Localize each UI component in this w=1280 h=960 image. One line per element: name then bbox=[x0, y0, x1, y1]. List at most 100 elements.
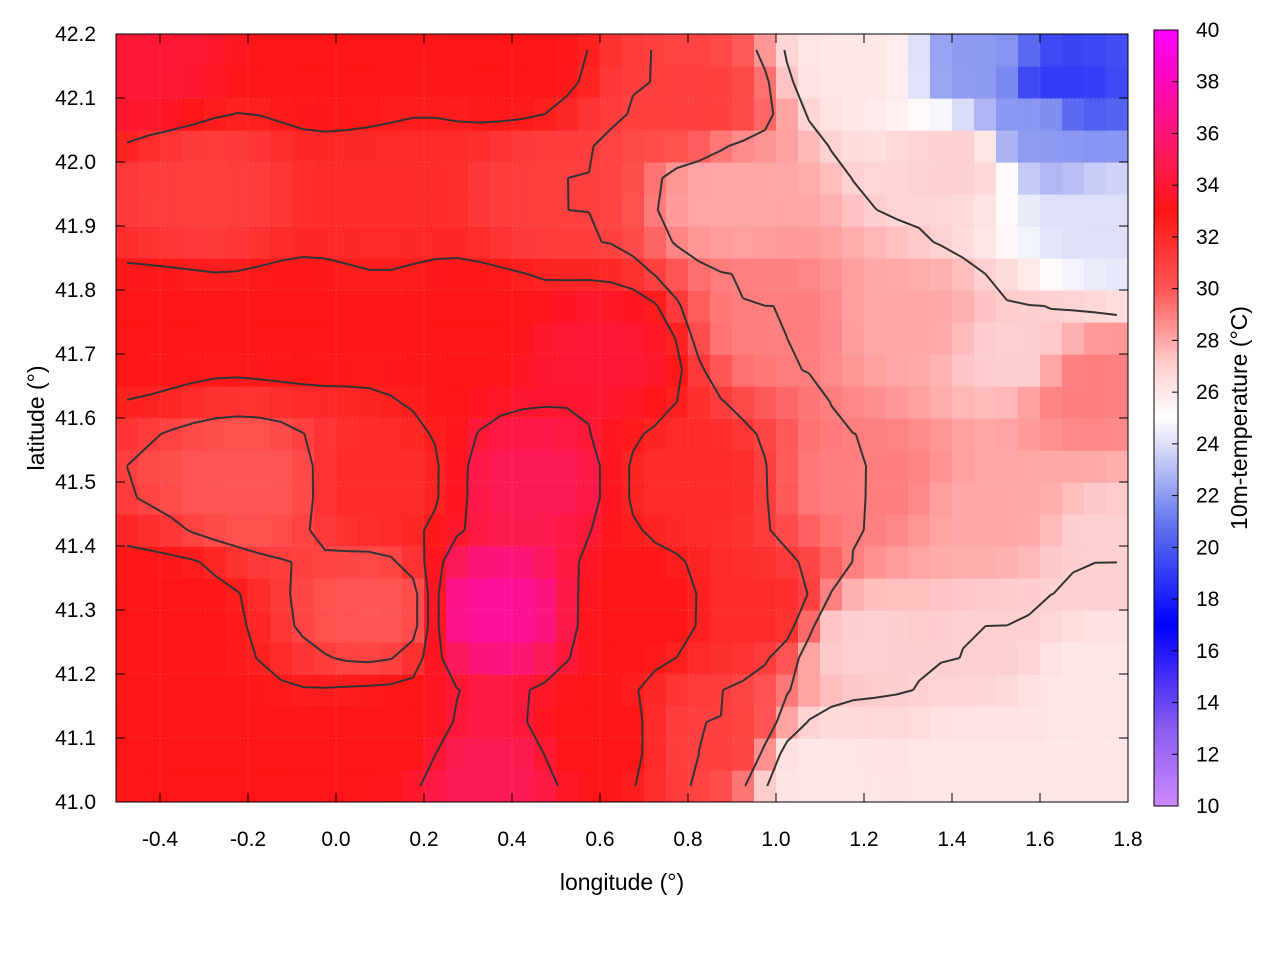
heat-cell bbox=[952, 130, 975, 163]
heat-cell bbox=[1040, 706, 1063, 739]
heat-cell bbox=[556, 66, 579, 99]
heat-cell bbox=[732, 450, 755, 483]
heat-cell bbox=[600, 354, 623, 387]
heat-cell bbox=[292, 514, 315, 547]
heat-cell bbox=[226, 34, 249, 67]
heat-cell bbox=[710, 738, 733, 771]
heat-cell bbox=[116, 258, 139, 291]
heat-cell bbox=[556, 130, 579, 163]
heat-cell bbox=[512, 418, 535, 451]
heat-cell bbox=[578, 34, 601, 67]
heat-cell bbox=[1106, 706, 1128, 739]
heat-cell bbox=[160, 66, 183, 99]
heat-cell bbox=[1040, 258, 1063, 291]
heat-cell bbox=[952, 706, 975, 739]
heat-cell bbox=[292, 706, 315, 739]
heat-cell bbox=[160, 258, 183, 291]
heat-cell bbox=[292, 578, 315, 611]
heat-cell bbox=[1040, 450, 1063, 483]
heat-cell bbox=[116, 706, 139, 739]
heat-cell bbox=[1062, 642, 1085, 675]
heat-cell bbox=[908, 322, 931, 355]
heat-cell bbox=[820, 66, 843, 99]
heat-cell bbox=[490, 258, 513, 291]
heat-cell bbox=[138, 546, 161, 579]
heat-cell bbox=[996, 194, 1019, 227]
y-tick-label: 42.1 bbox=[55, 87, 96, 110]
heat-cell bbox=[842, 578, 865, 611]
heat-cell bbox=[270, 98, 293, 131]
heat-cell bbox=[600, 546, 623, 579]
heat-cell bbox=[732, 258, 755, 291]
heat-cell bbox=[842, 194, 865, 227]
heat-cell bbox=[226, 130, 249, 163]
heat-cell bbox=[556, 258, 579, 291]
heat-cell bbox=[996, 226, 1019, 259]
heat-cell bbox=[534, 226, 557, 259]
heat-cell bbox=[1084, 130, 1107, 163]
heat-cell bbox=[974, 706, 997, 739]
heat-cell bbox=[710, 610, 733, 643]
heat-cell bbox=[600, 738, 623, 771]
y-tick-label: 41.9 bbox=[55, 215, 96, 238]
heat-cell bbox=[864, 546, 887, 579]
x-tick-label: 1.6 bbox=[1025, 828, 1054, 851]
heat-cell bbox=[996, 162, 1019, 195]
heat-cell bbox=[688, 642, 711, 675]
heat-cell bbox=[358, 98, 381, 131]
heat-cell bbox=[886, 578, 909, 611]
heat-cell bbox=[204, 34, 227, 67]
heat-cell bbox=[974, 418, 997, 451]
heat-cell bbox=[754, 738, 777, 771]
heat-cell bbox=[116, 322, 139, 355]
heat-cell bbox=[138, 418, 161, 451]
heat-cell bbox=[116, 738, 139, 771]
heat-cell bbox=[1040, 674, 1063, 707]
heat-cell bbox=[1106, 290, 1128, 323]
heat-cell bbox=[1040, 546, 1063, 579]
heat-cell bbox=[754, 514, 777, 547]
heat-cell bbox=[446, 674, 469, 707]
heat-cell bbox=[314, 226, 337, 259]
heat-cell bbox=[776, 66, 799, 99]
heat-cell bbox=[204, 418, 227, 451]
heat-cell bbox=[468, 546, 491, 579]
heat-cell bbox=[490, 578, 513, 611]
heat-cell bbox=[292, 162, 315, 195]
heat-cell bbox=[1040, 194, 1063, 227]
heat-cell bbox=[116, 66, 139, 99]
heat-cell bbox=[512, 546, 535, 579]
x-tick-label: 0.6 bbox=[585, 828, 614, 851]
heat-cell bbox=[930, 738, 953, 771]
heat-cell bbox=[226, 770, 249, 802]
heat-cell bbox=[1106, 130, 1128, 163]
heat-cell bbox=[996, 482, 1019, 515]
heat-cell bbox=[1062, 546, 1085, 579]
heat-cell bbox=[248, 674, 271, 707]
heat-cell bbox=[424, 706, 447, 739]
heat-cell bbox=[248, 194, 271, 227]
heat-cell bbox=[622, 610, 645, 643]
heat-cell bbox=[798, 450, 821, 483]
heat-cell bbox=[600, 162, 623, 195]
heat-cell bbox=[490, 546, 513, 579]
heat-cell bbox=[1062, 34, 1085, 67]
heat-cell bbox=[842, 226, 865, 259]
heat-cell bbox=[710, 514, 733, 547]
heat-cell bbox=[1084, 354, 1107, 387]
heat-cell bbox=[666, 226, 689, 259]
heat-cell bbox=[578, 290, 601, 323]
heat-cell bbox=[578, 322, 601, 355]
heat-cell bbox=[710, 226, 733, 259]
heat-cell bbox=[512, 66, 535, 99]
heat-cell bbox=[314, 194, 337, 227]
heat-cell bbox=[908, 418, 931, 451]
heat-cell bbox=[776, 514, 799, 547]
heat-cell bbox=[336, 290, 359, 323]
heat-cell bbox=[952, 610, 975, 643]
heat-cell bbox=[358, 418, 381, 451]
heat-cell bbox=[292, 642, 315, 675]
heat-cell bbox=[754, 706, 777, 739]
heat-cell bbox=[842, 514, 865, 547]
heat-cell bbox=[512, 354, 535, 387]
